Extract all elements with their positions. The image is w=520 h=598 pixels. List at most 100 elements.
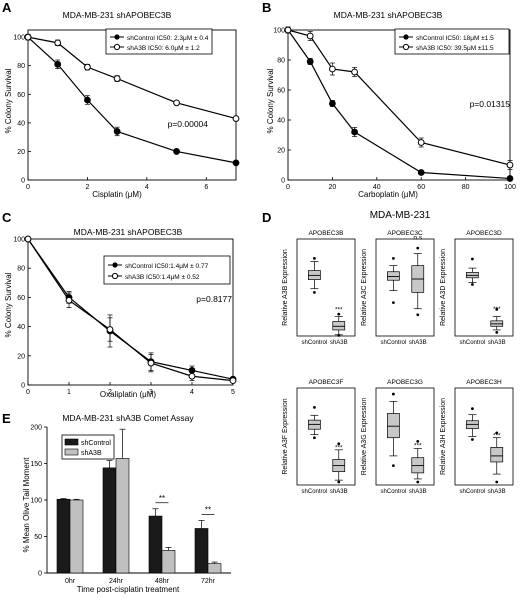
legend-label: shControl IC50: 2.3μM ± 0.4: [127, 35, 209, 42]
outlier-point: [392, 257, 395, 260]
panel-b: B MDA-MB-231 shAPOBEC3B % Colony Surviva…: [262, 0, 516, 199]
panel-letter: A: [2, 0, 12, 15]
y-tick-label: 80: [17, 266, 25, 273]
legend: shControl IC50: 18μM ±1.5 shA3B IC50: 39…: [394, 28, 510, 55]
boxplot-grid: APOBEC3B Relative A3B Expression shControl…: [282, 230, 514, 495]
data-point: [113, 75, 121, 82]
y-tick-label: 80: [277, 58, 285, 65]
outlier-point: [392, 392, 395, 396]
data-point: [147, 359, 155, 367]
data-point: [173, 148, 180, 155]
x-tick-label: 48hr: [155, 578, 170, 585]
outlier-point: [471, 407, 474, 411]
y-axis-label: % Colony Survival: [4, 68, 13, 133]
x-tick-label: shA3B: [409, 489, 427, 495]
panel-letter: B: [262, 0, 271, 15]
bar: [148, 515, 163, 574]
x-tick-label: shA3B: [409, 340, 427, 346]
outlier-point: [471, 438, 474, 441]
boxplot-subplot: APOBEC3F Relative A3F Expression shControl…: [282, 379, 356, 495]
outlier-point: [313, 436, 316, 440]
x-tick-label: 0hr: [65, 578, 76, 585]
data-point: [506, 175, 514, 182]
legend-swatch: [64, 438, 79, 446]
y-tick-label: 40: [17, 120, 25, 127]
p-value: p=0.8177: [196, 294, 232, 304]
box: [490, 447, 504, 463]
data-point: [54, 39, 62, 47]
y-tick-label: 60: [17, 295, 25, 302]
bar: [102, 467, 117, 574]
y-tick-label: 20: [277, 148, 285, 155]
y-tick-label: 60: [17, 92, 25, 99]
x-tick-label: shControl: [302, 489, 328, 495]
y-tick-label: 0: [21, 383, 25, 390]
y-tick-label: 80: [17, 63, 25, 70]
y-axis-label: % Colony Survival: [4, 272, 13, 337]
y-axis-label: Relative A3D Expression: [440, 249, 447, 326]
outlier-point: [416, 246, 420, 250]
outlier-point: [495, 330, 499, 334]
panel-a: A MDA-MB-231 shAPOBEC3B % Colony Surviva…: [2, 0, 240, 199]
data-point: [329, 100, 336, 107]
legend-marker-filled: [114, 34, 120, 40]
outlier-point: [471, 283, 474, 286]
y-axis-label: Relative A3F Expression: [282, 398, 289, 474]
legend-label: shA3B IC50: 39.5μM ±11.5: [416, 45, 494, 52]
x-tick-label: 40: [373, 184, 381, 191]
data-point: [65, 296, 73, 304]
data-point: [54, 60, 62, 68]
significance-label: **: [205, 505, 211, 514]
chart-plot-area: 0 50 100 150 200 0hr 24hr 48hr 72hr ** **: [30, 425, 231, 585]
data-point: [113, 128, 121, 135]
legend-box: [103, 255, 231, 285]
legend-marker-filled: [403, 34, 409, 40]
outlier-point: [337, 480, 341, 484]
y-tick-label: 100: [13, 237, 25, 244]
data-point: [84, 63, 91, 71]
x-tick-label: shA3B: [330, 489, 348, 495]
boxplot-subplot: APOBEC3G Relative A3G Expression shControl…: [361, 379, 435, 495]
subplot-title: APOBEC3F: [309, 379, 344, 386]
series-line: [287, 29, 511, 166]
data-point: [306, 32, 314, 40]
data-point: [24, 235, 32, 243]
x-tick-label: 4: [190, 389, 194, 396]
y-tick-label: 100: [273, 28, 285, 35]
chart-title: MDA-MB-231 shAPOBEC3B: [63, 10, 172, 20]
p-value: p=0.00004: [168, 119, 209, 129]
x-tick-label: 2: [85, 184, 89, 191]
series-line: [27, 238, 234, 382]
outlier-point: [416, 439, 420, 443]
legend-marker-open: [111, 272, 119, 280]
x-axis-label: Cisplatin (μM): [92, 190, 142, 199]
x-tick-label: 0: [286, 184, 290, 191]
significance-label: ***: [493, 432, 501, 439]
x-tick-label: 72hr: [201, 578, 216, 585]
panel-letter: D: [262, 210, 271, 225]
significance-label: ***: [335, 306, 343, 313]
data-point: [306, 58, 314, 65]
legend-label: shControl IC50: 18μM ±1.5: [416, 35, 494, 42]
y-axis-label: Relative A3G Expression: [361, 398, 368, 476]
y-tick-label: 20: [17, 149, 25, 156]
x-tick-label: shA3B: [488, 489, 506, 495]
boxplot-subplot: APOBEC3B Relative A3B Expression shControl…: [282, 230, 356, 346]
x-tick-label: 0: [26, 184, 30, 191]
outlier-point: [313, 290, 316, 294]
bar: [115, 458, 130, 574]
data-point: [188, 372, 196, 380]
outlier-point: [416, 480, 420, 484]
boxplot-subplot: APOBEC3C Relative A3C Expression shControl…: [361, 230, 435, 346]
chart-plot-area: 0 20 40 60 80 100 0 2 4 6: [13, 29, 240, 191]
x-tick-label: shControl: [381, 489, 407, 495]
plot-frame: [375, 387, 435, 486]
significance-label: ***: [414, 443, 422, 450]
outlier-point: [392, 464, 395, 467]
data-point: [229, 377, 237, 385]
x-tick-label: 100: [504, 184, 516, 191]
y-tick-label: 100: [13, 35, 25, 42]
x-tick-label: 80: [462, 184, 470, 191]
x-tick-label: 2: [108, 389, 112, 396]
